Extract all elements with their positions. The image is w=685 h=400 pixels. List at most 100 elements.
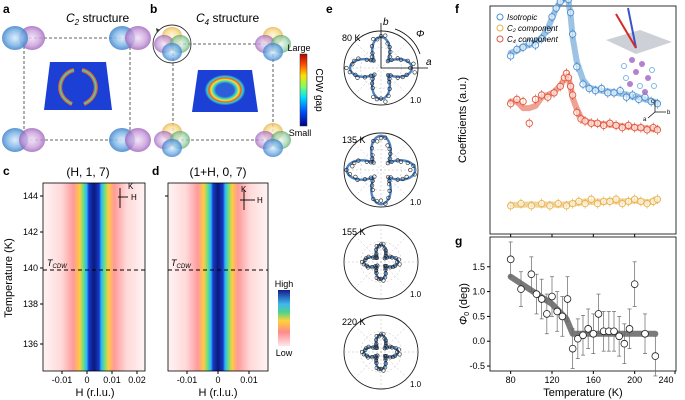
polar-point [355, 75, 360, 80]
polar-point [405, 58, 410, 63]
polar-point [388, 73, 393, 78]
polar-point [387, 45, 392, 50]
panel-d-xlabel: H (r.l.u.) [198, 387, 237, 399]
polar-temp-label: 155 K [342, 227, 366, 237]
polar-point [375, 37, 380, 42]
xtick-label: 0.02 [128, 375, 146, 385]
polar-point [408, 167, 413, 173]
polar-point [369, 183, 375, 188]
panel-d-map [168, 183, 268, 371]
svg-text:a: a [643, 117, 647, 123]
polar-point [356, 56, 361, 61]
data-point [612, 121, 620, 130]
polar-point [385, 41, 390, 46]
colorbar-cdw-gap-label: CDW gap [313, 68, 324, 112]
data-point [579, 80, 587, 88]
polar-plot: 220 K 1.0 [342, 314, 422, 390]
data-point [579, 331, 587, 340]
colorbar-low-label: Low [276, 348, 293, 358]
polar-point [344, 65, 349, 71]
polar-point [397, 352, 402, 357]
polar-point [374, 251, 379, 256]
polar-ring-label: 1.0 [410, 198, 422, 207]
data-point [507, 202, 515, 210]
data-point [525, 119, 533, 127]
rotation-arrow-icon [156, 28, 160, 33]
polar-point [376, 334, 382, 339]
polar-point [383, 338, 388, 343]
intensity-colorbar [278, 290, 290, 346]
polar-point [381, 368, 386, 373]
data-point [554, 199, 562, 208]
polar-point [384, 353, 389, 359]
polar-point [378, 198, 384, 203]
data-point [573, 63, 581, 71]
panel-c-map [43, 183, 145, 371]
polar-point [366, 344, 371, 349]
polar-point [389, 57, 394, 63]
polar-point [376, 277, 381, 282]
data-point [556, 82, 564, 90]
data-point [538, 91, 546, 99]
data-point [546, 202, 554, 210]
data-point [643, 199, 651, 208]
ytick-label: 1.5 [472, 262, 485, 272]
polar-point [375, 139, 380, 144]
panel-f-plot [507, 0, 662, 237]
panel-label-g: g [455, 234, 462, 248]
data-point [653, 100, 662, 108]
phi-label: Φ [416, 29, 424, 40]
data-point [591, 87, 600, 95]
svg-text:H: H [257, 196, 263, 205]
panel-g-xlabel: Temperature (K) [543, 387, 622, 399]
xtick-label: -0.01 [52, 375, 73, 385]
polar-ring-label: 1.0 [410, 380, 422, 389]
polar-point [405, 160, 410, 165]
data-point [587, 195, 595, 203]
polar-point [384, 263, 389, 269]
polar-point [370, 76, 375, 82]
data-point [574, 334, 582, 343]
polar-point [382, 353, 388, 359]
data-point [647, 97, 655, 106]
polar-temp-label: 80 K [342, 33, 361, 43]
panel-label-f: f [455, 2, 460, 16]
data-point [620, 339, 629, 348]
ytick-label: 136 [23, 339, 38, 349]
polar-point [388, 151, 393, 157]
panel-d-x-ticks: -0.01 0 0.01 [177, 371, 258, 385]
panel-c: c (H, 1, 7) TCDW K H 144 142 140 138 136 -0.… [3, 164, 146, 399]
svg-text:K: K [241, 185, 247, 194]
polar-point [374, 199, 379, 204]
polar-point [388, 265, 393, 270]
polar-point [395, 158, 400, 163]
data-point [624, 121, 633, 130]
polar-point [382, 246, 387, 251]
panel-label-d: d [152, 164, 159, 178]
data-point [573, 108, 581, 117]
polar-point [370, 156, 375, 161]
data-point [637, 123, 645, 132]
data-point [566, 82, 575, 90]
xtick-label: 0 [215, 375, 220, 385]
polar-point [393, 353, 398, 358]
data-point [513, 45, 521, 54]
data-point [525, 39, 533, 47]
polar-point [376, 244, 382, 249]
svg-text:H: H [131, 193, 137, 202]
polar-point [355, 177, 360, 182]
data-point [604, 89, 612, 97]
polar-point [381, 242, 386, 247]
polar-point [395, 177, 400, 182]
data-point [537, 295, 546, 303]
polar-point [384, 341, 389, 346]
panel-label-c: c [3, 164, 10, 178]
ytick-label: 144 [23, 191, 38, 201]
polar-point [364, 57, 369, 62]
polar-point [370, 178, 375, 184]
polar-point [383, 201, 388, 206]
polar-point [387, 80, 392, 85]
colorbar-small-label: Small [289, 128, 312, 138]
legend-isotropic: Isotropic [507, 13, 537, 22]
